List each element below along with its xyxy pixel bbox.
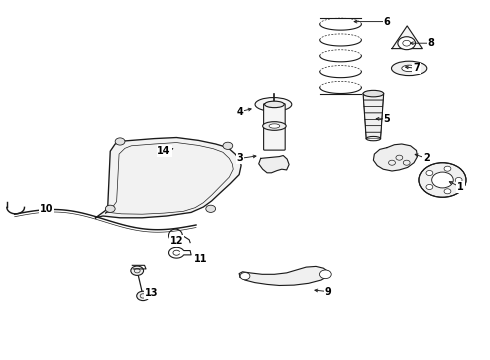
Text: 14: 14 xyxy=(157,146,171,156)
Polygon shape xyxy=(239,266,328,285)
Polygon shape xyxy=(96,138,241,218)
Ellipse shape xyxy=(263,122,286,130)
Ellipse shape xyxy=(266,102,281,107)
Circle shape xyxy=(105,205,115,212)
Ellipse shape xyxy=(265,101,284,108)
Circle shape xyxy=(419,163,466,197)
Polygon shape xyxy=(259,156,289,173)
Circle shape xyxy=(444,166,451,171)
Text: 8: 8 xyxy=(428,38,435,48)
Ellipse shape xyxy=(402,65,416,72)
Circle shape xyxy=(115,138,125,145)
Polygon shape xyxy=(365,113,382,119)
Circle shape xyxy=(432,172,453,188)
Circle shape xyxy=(455,177,462,183)
Text: 3: 3 xyxy=(237,153,244,163)
Text: 12: 12 xyxy=(170,236,183,246)
Polygon shape xyxy=(364,107,383,113)
Text: 4: 4 xyxy=(237,107,244,117)
Circle shape xyxy=(444,189,451,194)
Circle shape xyxy=(131,266,144,275)
Text: 10: 10 xyxy=(40,204,53,214)
Polygon shape xyxy=(392,26,422,49)
Circle shape xyxy=(240,273,250,280)
Circle shape xyxy=(398,37,416,50)
Circle shape xyxy=(426,184,433,189)
Polygon shape xyxy=(373,144,417,171)
Text: 6: 6 xyxy=(384,17,391,27)
Circle shape xyxy=(223,142,233,149)
Polygon shape xyxy=(363,94,384,100)
Polygon shape xyxy=(364,100,383,107)
Text: 2: 2 xyxy=(423,153,430,163)
Polygon shape xyxy=(366,126,381,132)
Text: 1: 1 xyxy=(457,182,464,192)
Polygon shape xyxy=(365,119,382,126)
Ellipse shape xyxy=(255,98,292,111)
Circle shape xyxy=(206,205,216,212)
Text: 7: 7 xyxy=(413,63,420,73)
Ellipse shape xyxy=(392,61,427,76)
Text: 9: 9 xyxy=(325,287,332,297)
Text: 5: 5 xyxy=(384,114,391,124)
Circle shape xyxy=(137,291,149,301)
Ellipse shape xyxy=(269,124,280,128)
Circle shape xyxy=(426,171,433,176)
Ellipse shape xyxy=(363,90,384,97)
Circle shape xyxy=(319,270,331,279)
Text: 11: 11 xyxy=(194,254,208,264)
Text: 13: 13 xyxy=(145,288,159,298)
Polygon shape xyxy=(366,132,381,139)
FancyBboxPatch shape xyxy=(264,104,285,150)
